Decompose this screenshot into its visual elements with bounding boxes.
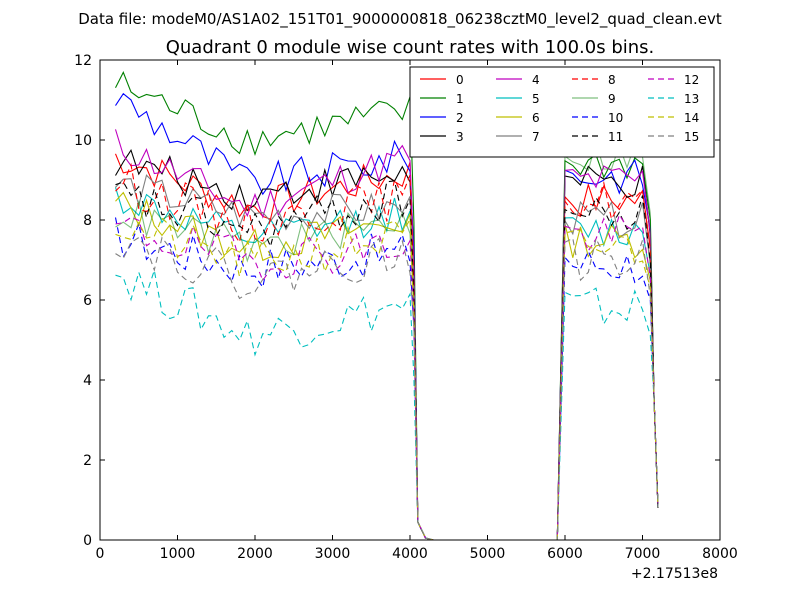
- legend-label-11: 11: [608, 130, 623, 144]
- axis-ticks: 0 1000 2000 3000 4000 5000 6000 7000 80000246810…: [74, 53, 738, 562]
- x-tick-label: 6000: [547, 546, 583, 562]
- y-tick-label: 0: [83, 533, 92, 549]
- series-line-0: [114, 153, 659, 540]
- legend-label-4: 4: [532, 73, 540, 87]
- series-line-10: [114, 217, 659, 540]
- legend-label-9: 9: [608, 92, 616, 106]
- series-line-12: [115, 213, 659, 540]
- y-tick-label: 10: [74, 133, 92, 149]
- series-line-1: [115, 71, 659, 540]
- legend-label-0: 0: [456, 73, 464, 87]
- x-tick-label: 2000: [237, 546, 273, 562]
- x-offset-label: +2.17513e8: [631, 566, 718, 582]
- series-line-9: [115, 140, 659, 540]
- series-layer: [114, 71, 659, 540]
- y-tick-label: 12: [74, 53, 92, 69]
- legend-label-10: 10: [608, 111, 623, 125]
- series-line-11: [115, 180, 659, 540]
- series-line-8: [115, 162, 659, 540]
- series-line-6: [115, 191, 659, 540]
- legend-label-7: 7: [532, 130, 540, 144]
- x-tick-label: 7000: [625, 546, 661, 562]
- legend-label-13: 13: [684, 92, 699, 106]
- y-tick-label: 4: [83, 373, 92, 389]
- series-line-15: [115, 236, 659, 540]
- x-tick-label: 0: [96, 546, 105, 562]
- y-tick-label: 8: [83, 213, 92, 229]
- series-line-4: [114, 129, 659, 540]
- series-line-2: [115, 92, 659, 540]
- series-line-3: [115, 148, 659, 540]
- legend-label-6: 6: [532, 111, 540, 125]
- y-tick-label: 6: [83, 293, 92, 309]
- legend-box: [409, 66, 715, 158]
- x-tick-label: 4000: [392, 546, 428, 562]
- legend-label-2: 2: [456, 111, 464, 125]
- series-line-14: [115, 217, 659, 540]
- chart-title: Quadrant 0 module wise count rates with …: [166, 37, 655, 58]
- series-line-13: [115, 270, 659, 540]
- y-tick-label: 2: [83, 453, 92, 469]
- legend-label-15: 15: [684, 130, 699, 144]
- x-tick-label: 1000: [160, 546, 196, 562]
- legend-label-8: 8: [608, 73, 616, 87]
- x-tick-label: 5000: [470, 546, 506, 562]
- legend-label-14: 14: [684, 111, 699, 125]
- legend-label-1: 1: [456, 92, 464, 106]
- x-tick-label: 3000: [315, 546, 351, 562]
- figure-supertitle: Data file: modeM0/AS1A02_151T01_90000008…: [78, 10, 722, 29]
- x-tick-label: 8000: [702, 546, 738, 562]
- series-line-5: [114, 187, 659, 540]
- legend-label-3: 3: [456, 130, 464, 144]
- legend-label-5: 5: [532, 92, 540, 106]
- series-line-7: [115, 174, 659, 540]
- legend-label-12: 12: [684, 73, 699, 87]
